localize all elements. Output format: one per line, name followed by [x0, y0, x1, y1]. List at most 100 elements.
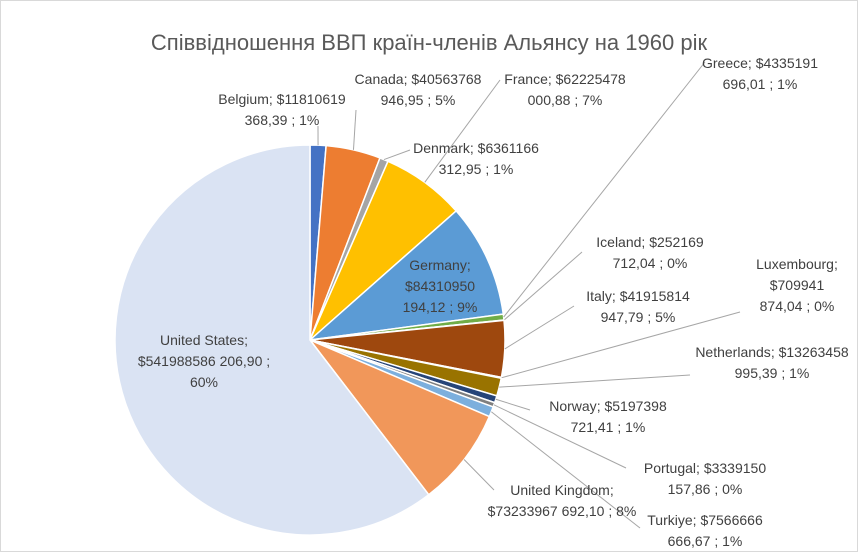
data-label: Norway; $5197398 721,41 ; 1%	[533, 396, 683, 438]
label-category: United States	[160, 332, 245, 348]
chart-title: Співвідношення ВВП країн-членів Альянсу …	[151, 30, 708, 55]
leader-line	[383, 149, 411, 161]
label-separator: ;	[647, 309, 652, 325]
label-category: Greece	[702, 55, 748, 71]
label-separator: ;	[781, 365, 786, 381]
label-value: $5197398 721,41	[570, 398, 667, 435]
data-label: Belgium; $11810619 368,39 ; 1%	[197, 89, 367, 131]
label-separator: ;	[714, 533, 719, 549]
label-separator: ;	[806, 298, 811, 314]
data-label: Turkiye; $7566666 666,67 ; 1%	[630, 510, 780, 552]
leader-line	[495, 398, 531, 411]
data-label: Denmark; $6361166 312,95 ; 1%	[401, 138, 551, 180]
label-category: Iceland	[596, 234, 642, 250]
label-percent: 9%	[457, 299, 478, 315]
label-separator: ;	[244, 332, 248, 348]
label-category: Portugal	[643, 460, 697, 476]
label-category: Norway	[549, 398, 597, 414]
label-value: $3339150 157,86	[667, 460, 767, 497]
label-category: Italy	[586, 288, 612, 304]
label-category: Belgium	[218, 91, 269, 107]
label-percent: 8%	[616, 503, 637, 519]
label-category: Germany	[409, 257, 467, 273]
label-category: Denmark	[413, 140, 470, 156]
label-category: France	[504, 71, 548, 87]
label-value: $4335191 696,01	[722, 55, 818, 92]
label-category: Netherlands	[695, 344, 771, 360]
leader-line	[493, 404, 627, 469]
label-percent: 0%	[667, 255, 688, 271]
data-label: Germany; $84310950 194,12 ; 9%	[395, 255, 485, 318]
label-value: $73233967 692,10	[487, 503, 605, 519]
data-label: Luxembourg; $709941 874,04 ; 0%	[747, 254, 847, 317]
leader-line	[499, 374, 691, 388]
label-separator: ;	[692, 512, 697, 528]
label-separator: ;	[449, 299, 454, 315]
label-separator: ;	[485, 161, 490, 177]
label-value: $13263458 995,39	[734, 344, 849, 381]
label-separator: ;	[266, 353, 271, 369]
label-value: $541988586 206,90	[137, 353, 263, 369]
label-separator: ;	[574, 92, 579, 108]
label-percent: 7%	[582, 92, 603, 108]
label-separator: ;	[659, 255, 664, 271]
label-value: $84310950 194,12	[402, 278, 476, 315]
data-label: Portugal; $3339150 157,86 ; 0%	[630, 458, 780, 500]
label-value: $40563768 946,95	[380, 71, 482, 108]
label-separator: ;	[747, 55, 752, 71]
label-separator: ;	[641, 234, 646, 250]
label-separator: ;	[547, 71, 552, 87]
data-label: Iceland; $252169 712,04 ; 0%	[575, 232, 725, 274]
label-percent: 1%	[493, 161, 514, 177]
label-percent: 1%	[299, 112, 320, 128]
label-value: $11810619 368,39	[244, 91, 346, 128]
label-category: Turkiye	[647, 512, 693, 528]
label-value: $252169 712,04	[612, 234, 704, 271]
label-category: Canada	[354, 71, 404, 87]
data-label: France; $62225478 000,88 ; 7%	[490, 69, 640, 111]
label-category: Luxembourg	[756, 256, 834, 272]
label-separator: ;	[427, 92, 432, 108]
pie-slice	[307, 338, 491, 496]
label-separator: ;	[609, 482, 614, 498]
label-value: $709941 874,04	[759, 277, 825, 314]
label-separator: ;	[268, 91, 273, 107]
label-separator: ;	[769, 76, 774, 92]
label-separator: ;	[403, 71, 408, 87]
label-separator: ;	[466, 257, 471, 273]
label-separator: ;	[611, 288, 616, 304]
label-percent: 1%	[777, 76, 798, 92]
pie-slice	[114, 144, 430, 536]
data-label: Netherlands; $13263458 995,39 ; 1%	[687, 342, 857, 384]
label-percent: 60%	[189, 374, 219, 390]
data-label: Italy; $41915814 947,79 ; 5%	[563, 286, 713, 328]
label-category: United Kingdom	[510, 482, 610, 498]
label-value: $6361166 312,95	[438, 140, 539, 177]
label-percent: 1%	[722, 533, 743, 549]
label-separator: ;	[696, 460, 700, 476]
label-percent: 0%	[814, 298, 835, 314]
leader-line	[463, 459, 495, 491]
label-separator: ;	[770, 344, 775, 360]
label-value: $62225478 000,88	[527, 71, 626, 108]
data-label: Greece; $4335191 696,01 ; 1%	[685, 53, 835, 95]
leader-line	[503, 251, 583, 321]
leader-line	[424, 79, 501, 183]
label-separator: ;	[608, 503, 613, 519]
label-percent: 0%	[722, 481, 743, 497]
label-value: $7566666 666,67	[667, 512, 763, 549]
label-separator: ;	[469, 140, 474, 156]
pie-slice	[307, 209, 505, 342]
label-separator: ;	[833, 256, 838, 272]
leader-line	[352, 109, 357, 150]
label-value: $41915814 947,79	[600, 288, 690, 325]
label-separator: ;	[596, 398, 601, 414]
leader-line	[491, 411, 641, 529]
label-percent: 1%	[789, 365, 810, 381]
label-percent: 5%	[655, 309, 676, 325]
leader-line	[504, 305, 575, 350]
leader-line	[501, 311, 741, 379]
data-label: Canada; $40563768 946,95 ; 5%	[343, 69, 493, 111]
